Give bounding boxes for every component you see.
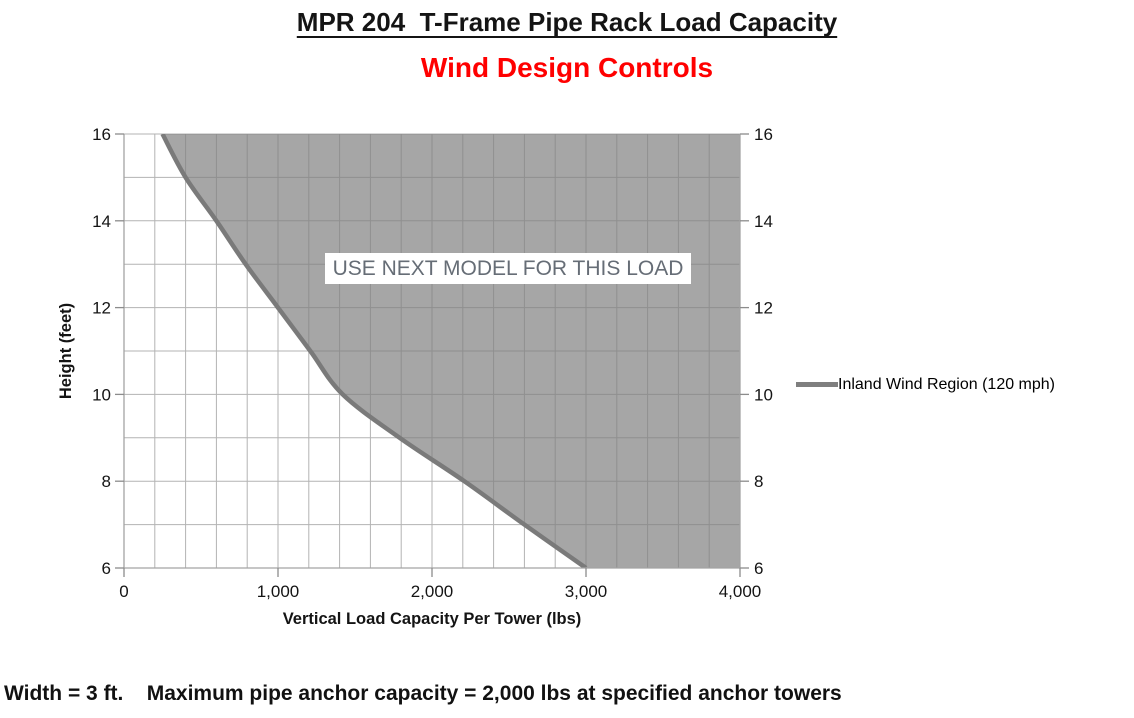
y-tick-label-left: 12 [92,299,111,318]
x-tick-label: 4,000 [719,582,762,601]
wind-curve [160,134,588,568]
y-tick-label-right: 12 [754,299,773,318]
axis-titles: Vertical Load Capacity Per Tower (lbs) He… [57,303,581,628]
y-tick-label-right: 8 [754,472,763,491]
y-tick-label-left: 14 [92,212,111,231]
page-title: MPR 204 T-Frame Pipe Rack Load Capacity [0,7,1134,38]
y-tick-label-left: 10 [92,385,111,404]
page-subtitle: Wind Design Controls [420,52,714,83]
y-tick-label-left: 8 [102,472,111,491]
shaded-region [162,134,740,568]
x-tick-label: 1,000 [257,582,300,601]
y-tick-label-left: 16 [92,125,111,144]
legend-line-swatch [796,382,838,387]
capacity-region [162,134,740,568]
y-tick-label-left: 6 [102,559,111,578]
y-tick-label-right: 14 [754,212,773,231]
y-tick-label-right: 10 [754,385,773,404]
x-axis-title: Vertical Load Capacity Per Tower (lbs) [283,610,582,628]
curve-layer [160,134,588,568]
legend-label: Inland Wind Region (120 mph) [838,375,1056,393]
legend: Inland Wind Region (120 mph) [796,374,1055,395]
y-tick-label-right: 6 [754,559,763,578]
tick-labels: 0 1,000 2,000 3,000 4,000 16 16 14 14 12 12 10 10 8 8 6… [92,125,773,601]
footer-caption: Width = 3 ft. Maximum pipe anchor capaci… [4,682,842,705]
region-annotation: USE NEXT MODEL FOR THIS LOAD [325,253,691,284]
page-title-text: MPR 204 T-Frame Pipe Rack Load Capacity [296,7,838,37]
x-tick-label: 3,000 [565,582,608,601]
y-axis-title: Height (feet) [57,303,75,399]
y-tick-label-right: 16 [754,125,773,144]
tick-marks [115,133,749,577]
x-tick-label: 2,000 [411,582,454,601]
x-tick-label: 0 [119,582,128,601]
